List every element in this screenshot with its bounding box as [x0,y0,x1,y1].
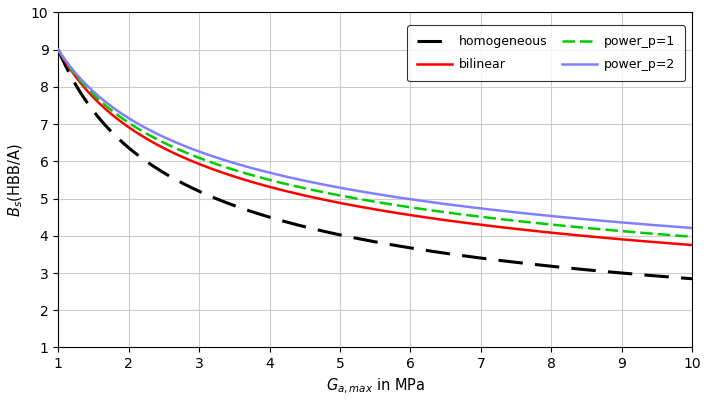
bilinear [119,121,127,126]
bilinear [688,243,697,247]
Line: bilinear: bilinear [58,50,692,245]
Line: power_p=2: power_p=2 [58,50,692,228]
bilinear [560,232,569,237]
homogeneous [549,264,557,269]
power_p=1 [54,47,62,52]
power_p=2 [549,214,557,218]
bilinear [549,231,557,235]
power_p=2 [688,226,697,231]
power_p=1 [560,223,569,228]
Line: power_p=1: power_p=1 [58,50,692,237]
power_p=2 [333,185,342,190]
bilinear [54,47,62,52]
power_p=1 [310,188,319,193]
homogeneous [333,232,342,237]
power_p=1 [688,235,697,239]
homogeneous [688,276,697,281]
bilinear [310,195,319,200]
bilinear [333,200,342,205]
power_p=1 [119,116,127,121]
power_p=1 [489,216,498,221]
homogeneous [119,140,127,145]
power_p=1 [549,222,557,227]
Y-axis label: $\mathit{B}_{s}$(HBB/A): $\mathit{B}_{s}$(HBB/A) [7,143,25,217]
power_p=2 [54,47,62,52]
power_p=2 [119,112,127,117]
bilinear [489,224,498,229]
homogeneous [54,47,62,52]
power_p=2 [560,215,569,220]
homogeneous [489,257,498,262]
power_p=2 [310,181,319,185]
X-axis label: $\mathit{G}_{a,max}$ in MPa: $\mathit{G}_{a,max}$ in MPa [326,377,425,396]
homogeneous [310,227,319,232]
Line: homogeneous: homogeneous [58,50,692,279]
Legend: homogeneous, bilinear, power_p=1, power_p=2: homogeneous, bilinear, power_p=1, power_… [407,25,685,81]
homogeneous [560,265,569,270]
power_p=2 [489,208,498,212]
power_p=1 [333,193,342,197]
